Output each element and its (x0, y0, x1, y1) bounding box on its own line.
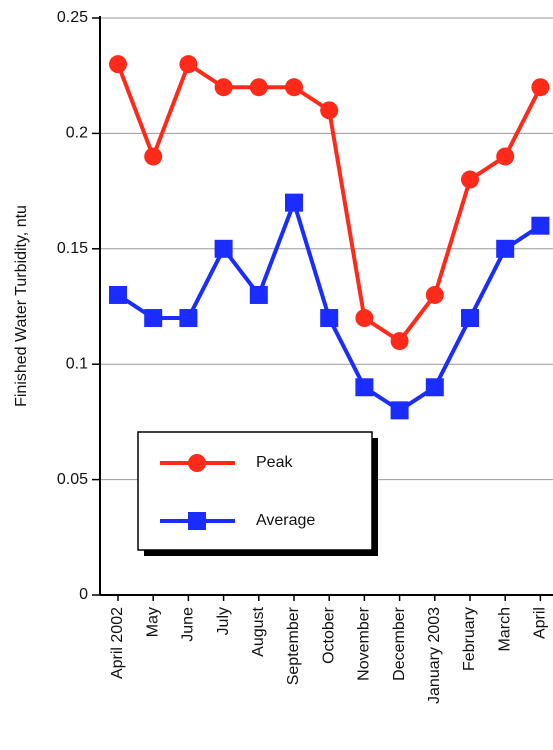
marker (249, 285, 268, 304)
marker (285, 193, 303, 212)
marker (425, 285, 444, 304)
marker (179, 309, 198, 328)
marker (188, 454, 206, 472)
x-tick-label: July (215, 607, 232, 635)
y-tick-label: 0.2 (66, 125, 88, 142)
marker (496, 147, 515, 166)
marker (285, 78, 303, 97)
marker (320, 101, 339, 120)
marker (390, 401, 409, 420)
x-tick-label: April 2002 (109, 607, 126, 679)
y-tick-label: 0 (79, 586, 88, 603)
y-tick-label: 0.05 (57, 471, 88, 488)
x-tick-label: November (356, 606, 373, 680)
marker (461, 170, 479, 189)
marker (188, 512, 206, 530)
marker (249, 78, 268, 97)
x-tick-label: October (320, 606, 337, 664)
y-tick-label: 0.1 (66, 355, 88, 372)
marker (390, 332, 409, 351)
y-tick-label: 0.15 (57, 240, 88, 257)
marker (214, 78, 233, 97)
y-tick-label: 0.25 (57, 9, 88, 26)
marker (214, 239, 233, 258)
marker (355, 378, 374, 397)
y-axis-label: Finished Water Turbidity, ntu (13, 205, 30, 407)
x-tick-label: December (391, 606, 408, 680)
marker (144, 309, 163, 328)
marker (109, 55, 127, 74)
marker (531, 78, 550, 97)
marker (355, 309, 374, 328)
marker (461, 309, 479, 328)
marker (179, 55, 198, 74)
x-tick-label: May (144, 607, 161, 637)
legend-box (137, 431, 373, 551)
x-tick-label: August (250, 606, 267, 656)
x-tick-label: April (532, 607, 549, 639)
x-tick-label: September (285, 606, 302, 685)
legend-label: Average (256, 512, 315, 529)
legend: Peak Average (137, 431, 373, 551)
x-tick-label: March (496, 607, 513, 651)
marker (109, 285, 127, 304)
marker (496, 239, 515, 258)
x-tick-label: June (180, 607, 197, 642)
marker (425, 378, 444, 397)
series-line (116, 200, 542, 413)
marker (531, 216, 550, 235)
x-tick-label: February (461, 607, 478, 671)
legend-label: Peak (256, 454, 293, 471)
x-tick-label: January 2003 (426, 607, 443, 704)
marker (144, 147, 163, 166)
marker (320, 309, 339, 328)
